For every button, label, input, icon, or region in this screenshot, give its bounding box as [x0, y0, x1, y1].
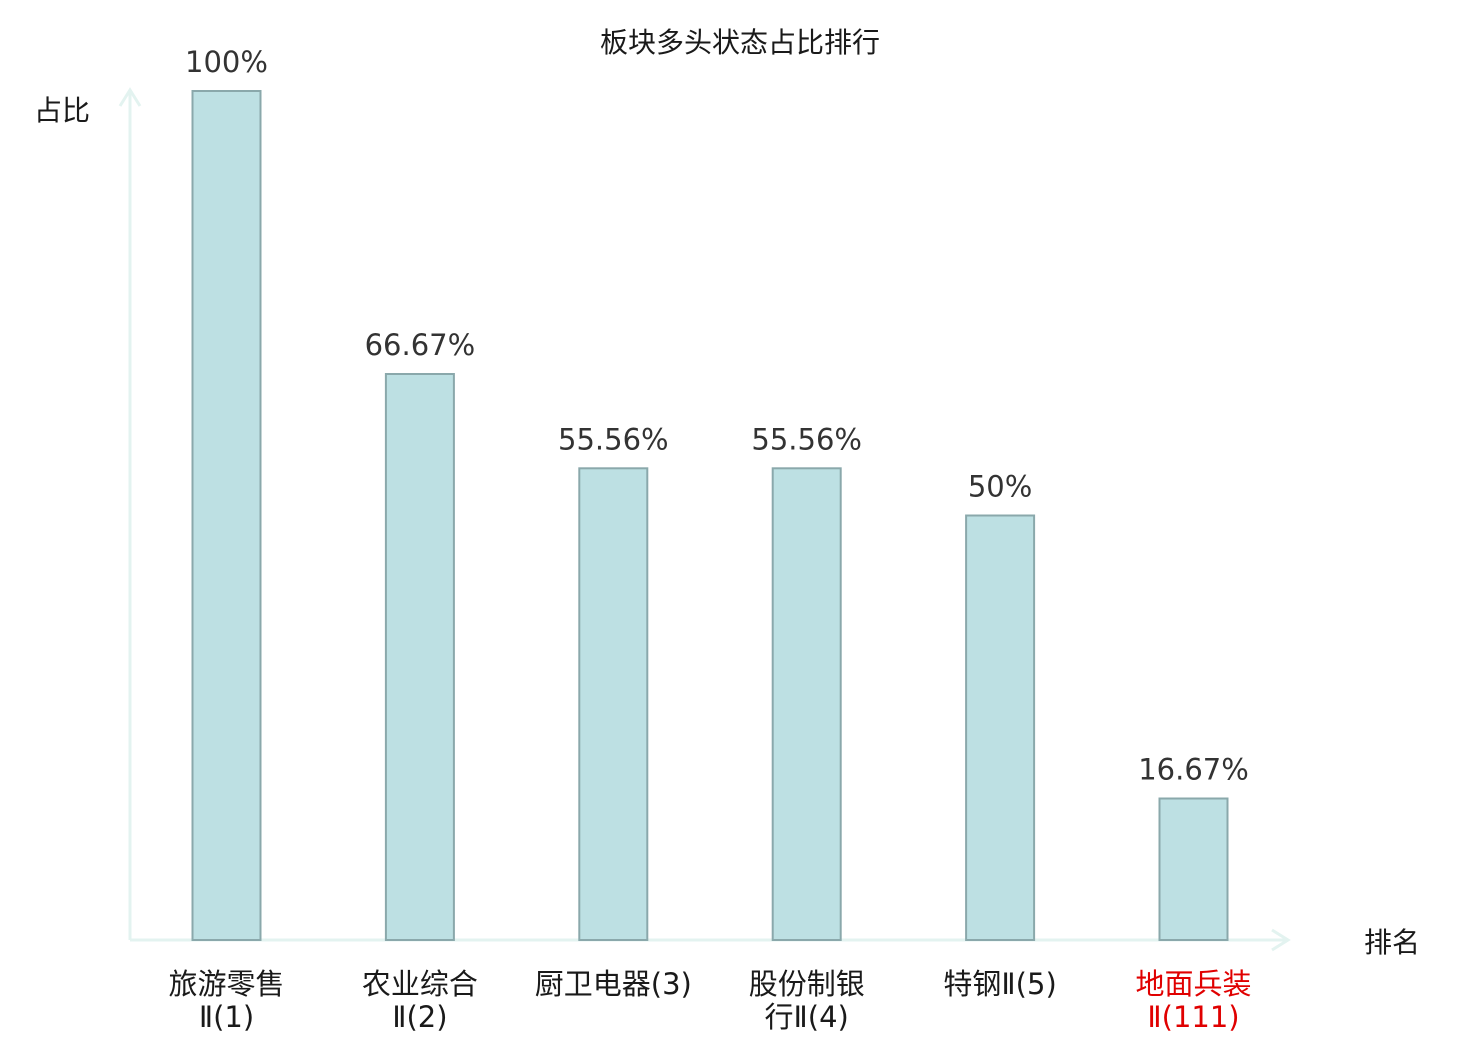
- bar-3: [578, 467, 649, 941]
- category-label-6: 地面兵装 Ⅱ(111): [1135, 967, 1251, 1034]
- category-label-2-line-1: 农业综合: [362, 967, 478, 1001]
- bar-1: [191, 90, 262, 941]
- bar-2: [384, 373, 455, 941]
- category-label-4-line-1: 股份制银: [749, 967, 865, 1001]
- value-label-3: 55.56%: [558, 422, 669, 456]
- category-label-2-line-2: Ⅱ(2): [392, 1000, 447, 1034]
- bar-4: [771, 467, 842, 941]
- category-label-5-line-1: 特钢Ⅱ(5): [943, 967, 1056, 1001]
- category-label-5: 特钢Ⅱ(5): [943, 967, 1056, 1001]
- axes: [118, 87, 1291, 952]
- value-label-2: 66.67%: [365, 328, 476, 362]
- value-label-4: 55.56%: [751, 422, 862, 456]
- value-label-1: 100%: [185, 45, 268, 79]
- bar-5: [965, 514, 1036, 941]
- value-label-6: 16.67%: [1138, 753, 1249, 787]
- category-label-1: 旅游零售 Ⅱ(1): [168, 967, 284, 1034]
- y-axis-label: 占比: [34, 94, 90, 127]
- value-labels-group: 100% 66.67% 55.56% 55.56% 50% 16.67%: [185, 45, 1249, 787]
- category-label-4-line-2: 行Ⅱ(4): [765, 1000, 849, 1034]
- bar-6: [1158, 797, 1229, 941]
- x-axis-arrow: [1271, 928, 1291, 952]
- category-label-3-line-1: 厨卫电器(3): [535, 967, 692, 1001]
- chart-title: 板块多头状态占比排行: [600, 26, 880, 59]
- category-label-4: 股份制银行Ⅱ(4): [749, 967, 865, 1034]
- bars-group: [191, 90, 1229, 941]
- category-label-1-line-1: 旅游零售: [168, 967, 284, 1001]
- category-label-2: 农业综合 Ⅱ(2): [362, 967, 478, 1034]
- category-labels-group: 旅游零售 Ⅱ(1) 农业综合 Ⅱ(2) 厨卫电器(3) 股份制银行Ⅱ(4) 特钢Ⅱ(5) 地面…: [168, 967, 1251, 1034]
- category-label-1-line-2: Ⅱ(1): [199, 1000, 254, 1034]
- value-label-5: 50%: [968, 470, 1032, 504]
- category-label-6-line-2: Ⅱ(111): [1147, 1000, 1239, 1034]
- category-label-3: 厨卫电器(3): [535, 967, 692, 1001]
- category-label-6-line-1: 地面兵装: [1135, 967, 1251, 1001]
- y-axis-arrow: [118, 87, 142, 107]
- x-axis-label: 排名: [1364, 926, 1420, 959]
